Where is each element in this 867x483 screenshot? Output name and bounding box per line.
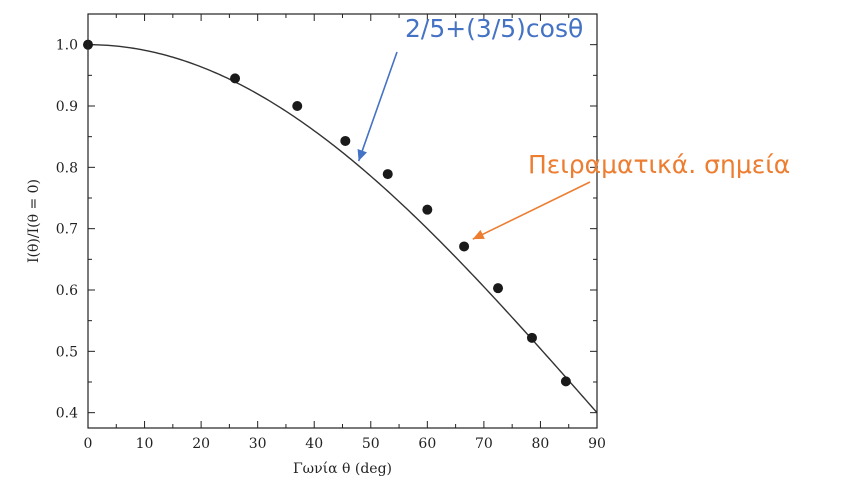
y-tick-label: 0.9 [56, 99, 78, 115]
data-point [526, 332, 537, 343]
x-tick-label: 20 [192, 436, 210, 452]
data-point [422, 204, 433, 215]
data-point [382, 169, 393, 180]
x-tick-label: 30 [249, 436, 267, 452]
y-tick-label: 0.7 [56, 222, 78, 238]
data-point [230, 73, 241, 84]
x-tick-label: 90 [588, 436, 606, 452]
y-axis-title: I(θ)/I(θ = 0) [26, 179, 42, 263]
x-axis-title: Γωνία θ (deg) [293, 460, 392, 477]
y-tick-label: 1.0 [56, 38, 78, 54]
x-tick-label: 50 [362, 436, 380, 452]
points-arrowhead [472, 229, 485, 240]
data-point [340, 135, 351, 146]
ticks-layer: 0 10 20 30 40 50 60 70 80 90 0.4 0.5 0.6 0.7 0.8 0.9 1.0 [56, 14, 606, 452]
data-point [459, 241, 470, 252]
points-arrow [472, 181, 591, 240]
x-tick-label: 80 [532, 436, 550, 452]
x-tick-label: 60 [418, 436, 436, 452]
formula-arrow [357, 51, 398, 162]
y-tick-label: 0.5 [56, 344, 78, 360]
y-tick-label: 0.6 [56, 283, 78, 299]
x-tick-label: 70 [475, 436, 493, 452]
y-tick-label: 0.8 [56, 160, 78, 176]
y-tick-label: 0.4 [56, 406, 78, 422]
data-points [83, 39, 571, 387]
data-point [493, 283, 504, 294]
data-point [292, 101, 303, 111]
x-tick-label: 40 [305, 436, 323, 452]
formula-arrowhead [357, 149, 368, 162]
points-annotation: Πειραματικά. σημεία [528, 150, 790, 179]
plot-frame [87, 13, 598, 429]
data-point [560, 376, 571, 387]
model-curve [87, 43, 598, 414]
x-tick-label: 0 [84, 436, 93, 452]
formula-annotation: 2/5+(3/5)cosθ [405, 14, 583, 43]
x-tick-label: 10 [136, 436, 154, 452]
